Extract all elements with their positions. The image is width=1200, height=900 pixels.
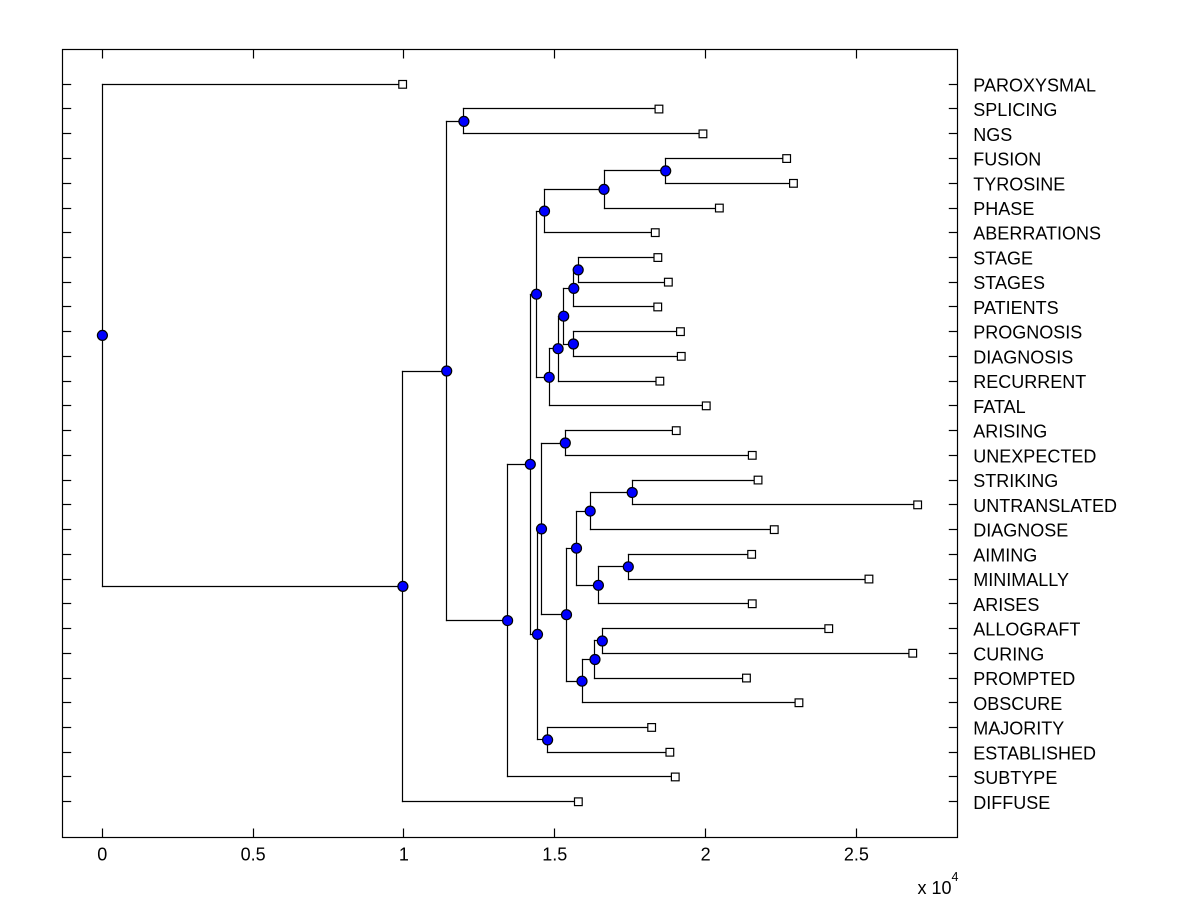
svg-text:PROGNOSIS: PROGNOSIS (973, 323, 1082, 343)
svg-text:MINIMALLY: MINIMALLY (973, 570, 1069, 590)
svg-text:PAROXYSMAL: PAROXYSMAL (973, 75, 1096, 95)
svg-text:SPLICING: SPLICING (973, 100, 1057, 120)
svg-text:DIAGNOSE: DIAGNOSE (973, 521, 1068, 541)
svg-text:2.5: 2.5 (844, 845, 869, 865)
svg-text:NGS: NGS (973, 125, 1012, 145)
svg-text:ALLOGRAFT: ALLOGRAFT (973, 620, 1080, 640)
svg-text:1: 1 (399, 845, 409, 865)
svg-text:SUBTYPE: SUBTYPE (973, 768, 1057, 788)
svg-text:STAGE: STAGE (973, 249, 1033, 269)
svg-text:ARISING: ARISING (973, 422, 1047, 442)
svg-text:x 10: x 10 (918, 878, 952, 898)
svg-text:TYROSINE: TYROSINE (973, 174, 1065, 194)
svg-text:PROMPTED: PROMPTED (973, 669, 1075, 689)
svg-text:0: 0 (97, 845, 107, 865)
svg-text:ARISES: ARISES (973, 595, 1039, 615)
svg-text:STAGES: STAGES (973, 273, 1045, 293)
svg-text:CURING: CURING (973, 644, 1044, 664)
svg-text:DIFFUSE: DIFFUSE (973, 793, 1050, 813)
svg-text:PATIENTS: PATIENTS (973, 298, 1058, 318)
svg-text:1.5: 1.5 (542, 845, 567, 865)
svg-text:4: 4 (952, 870, 959, 884)
svg-text:UNTRANSLATED: UNTRANSLATED (973, 496, 1117, 516)
svg-text:PHASE: PHASE (973, 199, 1034, 219)
svg-text:STRIKING: STRIKING (973, 471, 1058, 491)
svg-text:ESTABLISHED: ESTABLISHED (973, 743, 1096, 763)
svg-text:0.5: 0.5 (241, 845, 266, 865)
svg-text:MAJORITY: MAJORITY (973, 719, 1064, 739)
svg-text:ABERRATIONS: ABERRATIONS (973, 224, 1101, 244)
svg-text:FATAL: FATAL (973, 397, 1025, 417)
svg-text:FUSION: FUSION (973, 150, 1041, 170)
svg-text:RECURRENT: RECURRENT (973, 372, 1086, 392)
svg-text:UNEXPECTED: UNEXPECTED (973, 446, 1096, 466)
svg-text:DIAGNOSIS: DIAGNOSIS (973, 347, 1073, 367)
svg-text:2: 2 (701, 845, 711, 865)
svg-text:OBSCURE: OBSCURE (973, 694, 1062, 714)
svg-text:AIMING: AIMING (973, 545, 1037, 565)
